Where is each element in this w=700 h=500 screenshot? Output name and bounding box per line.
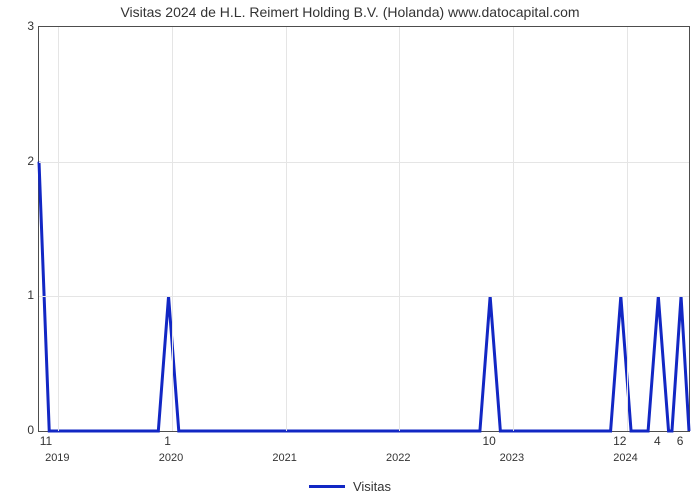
vgrid-line — [399, 27, 400, 431]
legend: Visitas — [0, 478, 700, 496]
hgrid-line — [39, 162, 689, 163]
y-tick-label: 3 — [10, 19, 34, 33]
x-year-label: 2020 — [159, 452, 183, 464]
x-year-label: 2022 — [386, 452, 410, 464]
x-value-label: 1 — [164, 434, 171, 448]
legend-label: Visitas — [353, 479, 391, 494]
vgrid-line — [513, 27, 514, 431]
x-year-label: 2024 — [613, 452, 637, 464]
x-year-label: 2023 — [500, 452, 524, 464]
x-value-label: 11 — [40, 434, 52, 448]
legend-swatch — [309, 485, 345, 488]
y-tick-label: 2 — [10, 154, 34, 168]
chart-title: Visitas 2024 de H.L. Reimert Holding B.V… — [0, 4, 700, 20]
plot-area — [38, 26, 690, 432]
hgrid-line — [39, 296, 689, 297]
vgrid-line — [58, 27, 59, 431]
x-year-label: 2019 — [45, 452, 69, 464]
vgrid-line — [627, 27, 628, 431]
x-value-label: 10 — [482, 434, 495, 448]
y-tick-label: 0 — [10, 423, 34, 437]
vgrid-line — [172, 27, 173, 431]
vgrid-line — [286, 27, 287, 431]
x-value-label: 12 — [613, 434, 626, 448]
x-value-label: 4 — [654, 434, 661, 448]
x-year-label: 2021 — [272, 452, 296, 464]
x-value-label: 6 — [677, 434, 684, 448]
y-tick-label: 1 — [10, 288, 34, 302]
data-line — [39, 27, 689, 431]
